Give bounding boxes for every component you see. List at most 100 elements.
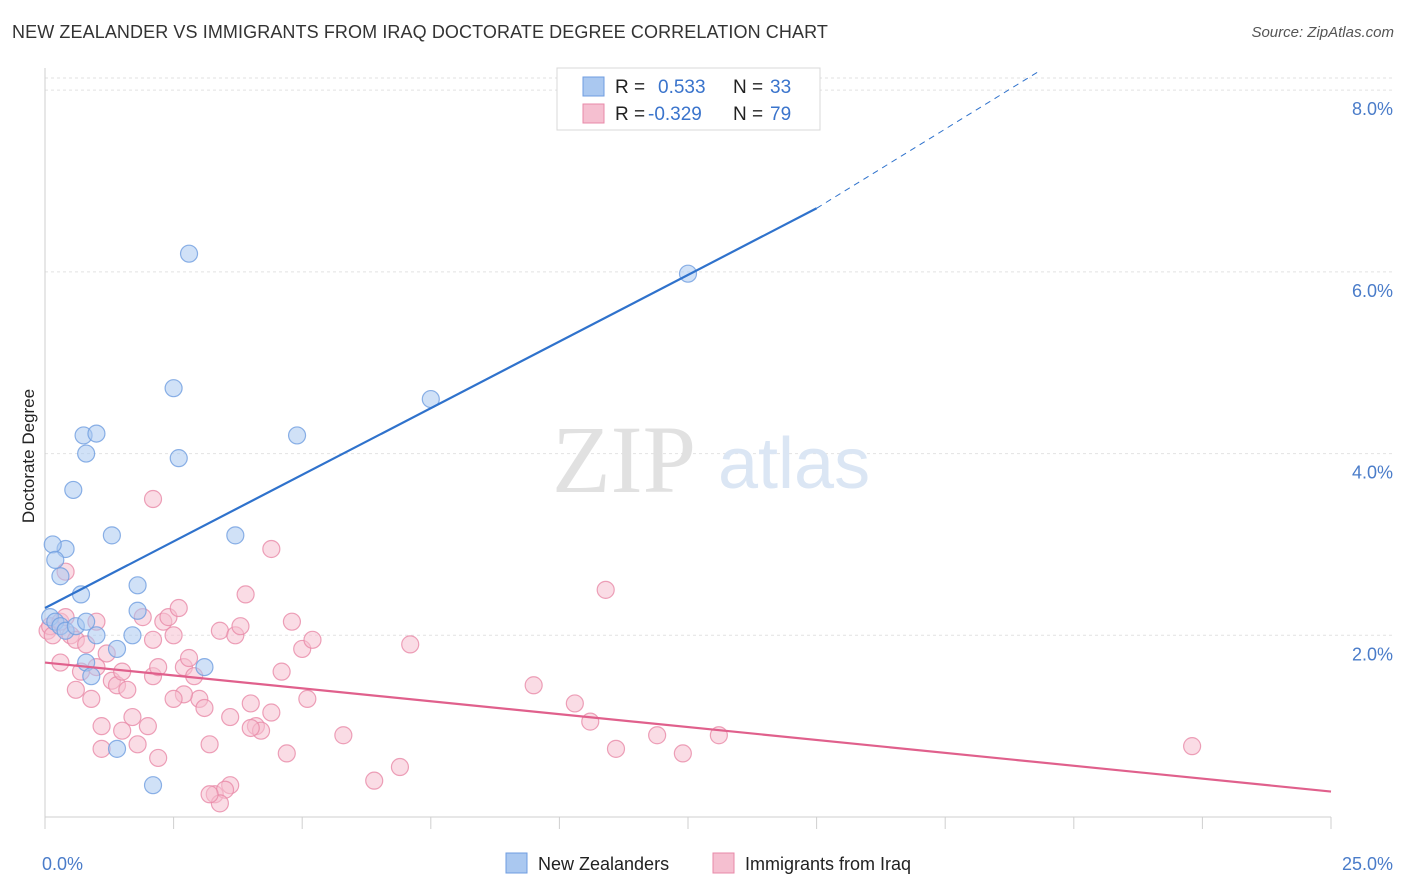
legend-r-label-1: R = — [615, 77, 645, 98]
point-iraq-53 — [365, 771, 384, 790]
point-iraq-19 — [118, 680, 137, 699]
bottom-legend-iraq: Immigrants from Iraq — [745, 854, 911, 874]
point-iraq-65 — [565, 694, 584, 713]
point-new-zealanders-5 — [77, 612, 96, 631]
point-iraq-34 — [195, 698, 214, 718]
trend-line-new-zealanders-extension — [816, 71, 1039, 209]
point-new-zealanders-26 — [226, 526, 245, 545]
data-points — [38, 244, 1202, 813]
point-iraq-57 — [262, 539, 281, 559]
point-iraq-54 — [390, 757, 410, 777]
bottom-legend-new-zealanders: New Zealanders — [538, 854, 669, 874]
point-new-zealanders-24 — [169, 449, 188, 468]
point-new-zealanders-19 — [64, 480, 83, 500]
point-new-zealanders-20 — [77, 444, 96, 463]
legend-r-value-2: -0.329 — [648, 104, 702, 125]
gridlines — [45, 77, 1392, 636]
y-tick-label-1: 4.0% — [1352, 463, 1393, 483]
point-new-zealanders-30 — [107, 739, 127, 758]
point-iraq-46 — [272, 662, 291, 681]
legend-r-value-1: 0.533 — [658, 77, 706, 98]
point-iraq-69 — [648, 726, 667, 745]
watermark-zip: ZIP — [552, 406, 696, 513]
point-iraq-10 — [66, 680, 85, 699]
point-new-zealanders-27 — [287, 426, 307, 445]
point-iraq-56 — [143, 489, 163, 509]
axes — [44, 68, 1332, 829]
bottom-swatch-iraq — [712, 852, 735, 874]
x-tick-label-1: 25.0% — [1342, 854, 1393, 874]
legend-n-value-2: 79 — [770, 104, 791, 125]
trend-line-iraq — [44, 661, 1332, 793]
point-new-zealanders-11 — [128, 601, 147, 620]
point-iraq-23 — [138, 717, 157, 736]
point-new-zealanders-32 — [195, 657, 214, 677]
point-iraq-21 — [123, 707, 142, 727]
y-tick-label-3: 8.0% — [1352, 99, 1393, 119]
point-new-zealanders-23 — [164, 379, 183, 398]
point-iraq-37 — [210, 621, 229, 640]
y-axis-label: Doctorate Degree — [19, 389, 38, 523]
point-iraq-35 — [200, 735, 219, 754]
point-iraq-68 — [606, 739, 626, 758]
legend-n-value-1: 33 — [770, 77, 791, 98]
series-legend: New Zealanders Immigrants from Iraq — [505, 852, 911, 874]
point-iraq-22 — [128, 735, 147, 754]
point-new-zealanders-17 — [102, 526, 121, 545]
point-iraq-73 — [113, 721, 132, 740]
point-new-zealanders-15 — [43, 535, 62, 554]
legend-swatch-iraq — [582, 103, 605, 124]
point-iraq-52 — [334, 726, 353, 745]
tick-labels: 2.0% 4.0% 6.0% 8.0% 0.0% 25.0% — [42, 99, 1393, 874]
bottom-swatch-new-zealanders — [505, 852, 528, 874]
point-iraq-41 — [236, 585, 255, 604]
point-new-zealanders-9 — [82, 667, 101, 686]
point-new-zealanders-22 — [87, 424, 106, 443]
point-iraq-40 — [231, 617, 250, 636]
point-new-zealanders-16 — [46, 550, 65, 569]
point-iraq-12 — [82, 689, 101, 708]
point-iraq-28 — [164, 626, 183, 645]
point-iraq-47 — [277, 744, 296, 763]
point-iraq-38 — [221, 707, 240, 727]
stats-legend: R = 0.533 N = 33 R = -0.329 N = 79 — [556, 67, 821, 131]
point-new-zealanders-25 — [179, 244, 199, 263]
x-tick-label-0: 0.0% — [42, 854, 83, 874]
point-iraq-50 — [298, 689, 317, 708]
point-iraq-55 — [401, 635, 420, 654]
chart-title: NEW ZEALANDER VS IMMIGRANTS FROM IRAQ DO… — [12, 22, 828, 42]
y-tick-label-0: 2.0% — [1352, 644, 1393, 664]
trend-lines — [44, 71, 1332, 793]
legend-swatch-new-zealanders — [582, 76, 605, 97]
point-iraq-76 — [149, 748, 168, 768]
point-iraq-20 — [92, 717, 111, 736]
point-iraq-59 — [164, 689, 183, 708]
point-iraq-63 — [200, 785, 219, 804]
point-new-zealanders-7 — [107, 639, 127, 659]
point-new-zealanders-12 — [128, 576, 147, 595]
point-iraq-48 — [282, 612, 302, 631]
legend-n-label-2: N = — [733, 104, 763, 125]
point-iraq-25 — [149, 657, 168, 677]
point-iraq-75 — [143, 630, 163, 649]
point-iraq-45 — [262, 703, 281, 722]
legend-n-label-1: N = — [733, 77, 763, 98]
point-iraq-77 — [241, 718, 260, 738]
point-iraq-42 — [241, 694, 260, 713]
point-iraq-78 — [92, 739, 111, 758]
point-new-zealanders-31 — [143, 776, 163, 795]
point-iraq-64 — [524, 676, 543, 695]
legend-r-label-2: R = — [615, 104, 645, 125]
point-iraq-72 — [1183, 737, 1202, 756]
point-iraq-31 — [179, 648, 199, 668]
chart-source: Source: ZipAtlas.com — [1251, 24, 1394, 41]
watermark-atlas: atlas — [718, 424, 870, 504]
point-iraq-29 — [169, 598, 188, 618]
point-new-zealanders-10 — [123, 626, 142, 645]
trend-line-new-zealanders — [44, 207, 818, 610]
point-iraq-67 — [596, 580, 615, 599]
point-iraq-51 — [303, 630, 322, 649]
point-new-zealanders-13 — [51, 567, 70, 586]
y-tick-label-2: 6.0% — [1352, 281, 1393, 301]
